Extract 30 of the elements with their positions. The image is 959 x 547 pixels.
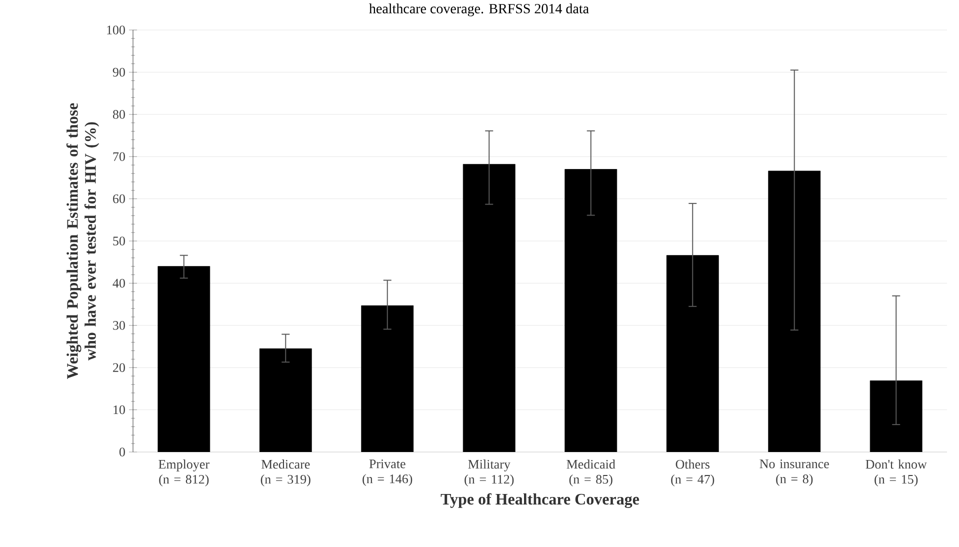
y-tick-label: 10 [114,405,125,414]
y-tick-label: 70 [113,152,125,161]
y-axis-title: Weighted Population Estimates of those who have ever tested for HIV (%) [66,103,100,380]
bar [462,164,516,452]
y-tick-label: 80 [112,110,125,119]
bar [361,305,414,452]
bar [768,170,821,452]
y-tick-label: 60 [113,194,125,204]
x-tick-label: No insurance (n = 8) [760,460,829,486]
bar [564,169,618,452]
x-tick-label: Don't know (n = 15) [866,460,927,486]
x-tick-label: Private (n = 146) [362,460,412,486]
y-tick-label: 50 [113,236,125,246]
y-tick-label: 30 [113,321,125,330]
bar [870,380,922,452]
y-tick-label: 40 [112,278,125,288]
x-tick-label: Employer (n = 812) [158,460,210,486]
x-tick-label: Medicaid (n = 85) [566,460,616,486]
x-tick-label: Others (n = 47) [671,460,714,486]
bar [259,348,312,452]
bar [158,266,210,452]
y-tick-label: 100 [107,26,125,34]
y-tick-label: 90 [112,68,125,77]
x-tick-label: Military (n = 112) [464,460,514,486]
x-tick-label: Medicare (n = 319) [260,460,310,486]
y-tick-label: 20 [113,363,125,372]
bar [666,255,719,452]
y-tick-label: 0 [119,448,125,456]
x-axis-title: Type of Healthcare Coverage [440,493,640,508]
chart-title: healthcare coverage. BRFSS 2014 data [369,4,589,16]
